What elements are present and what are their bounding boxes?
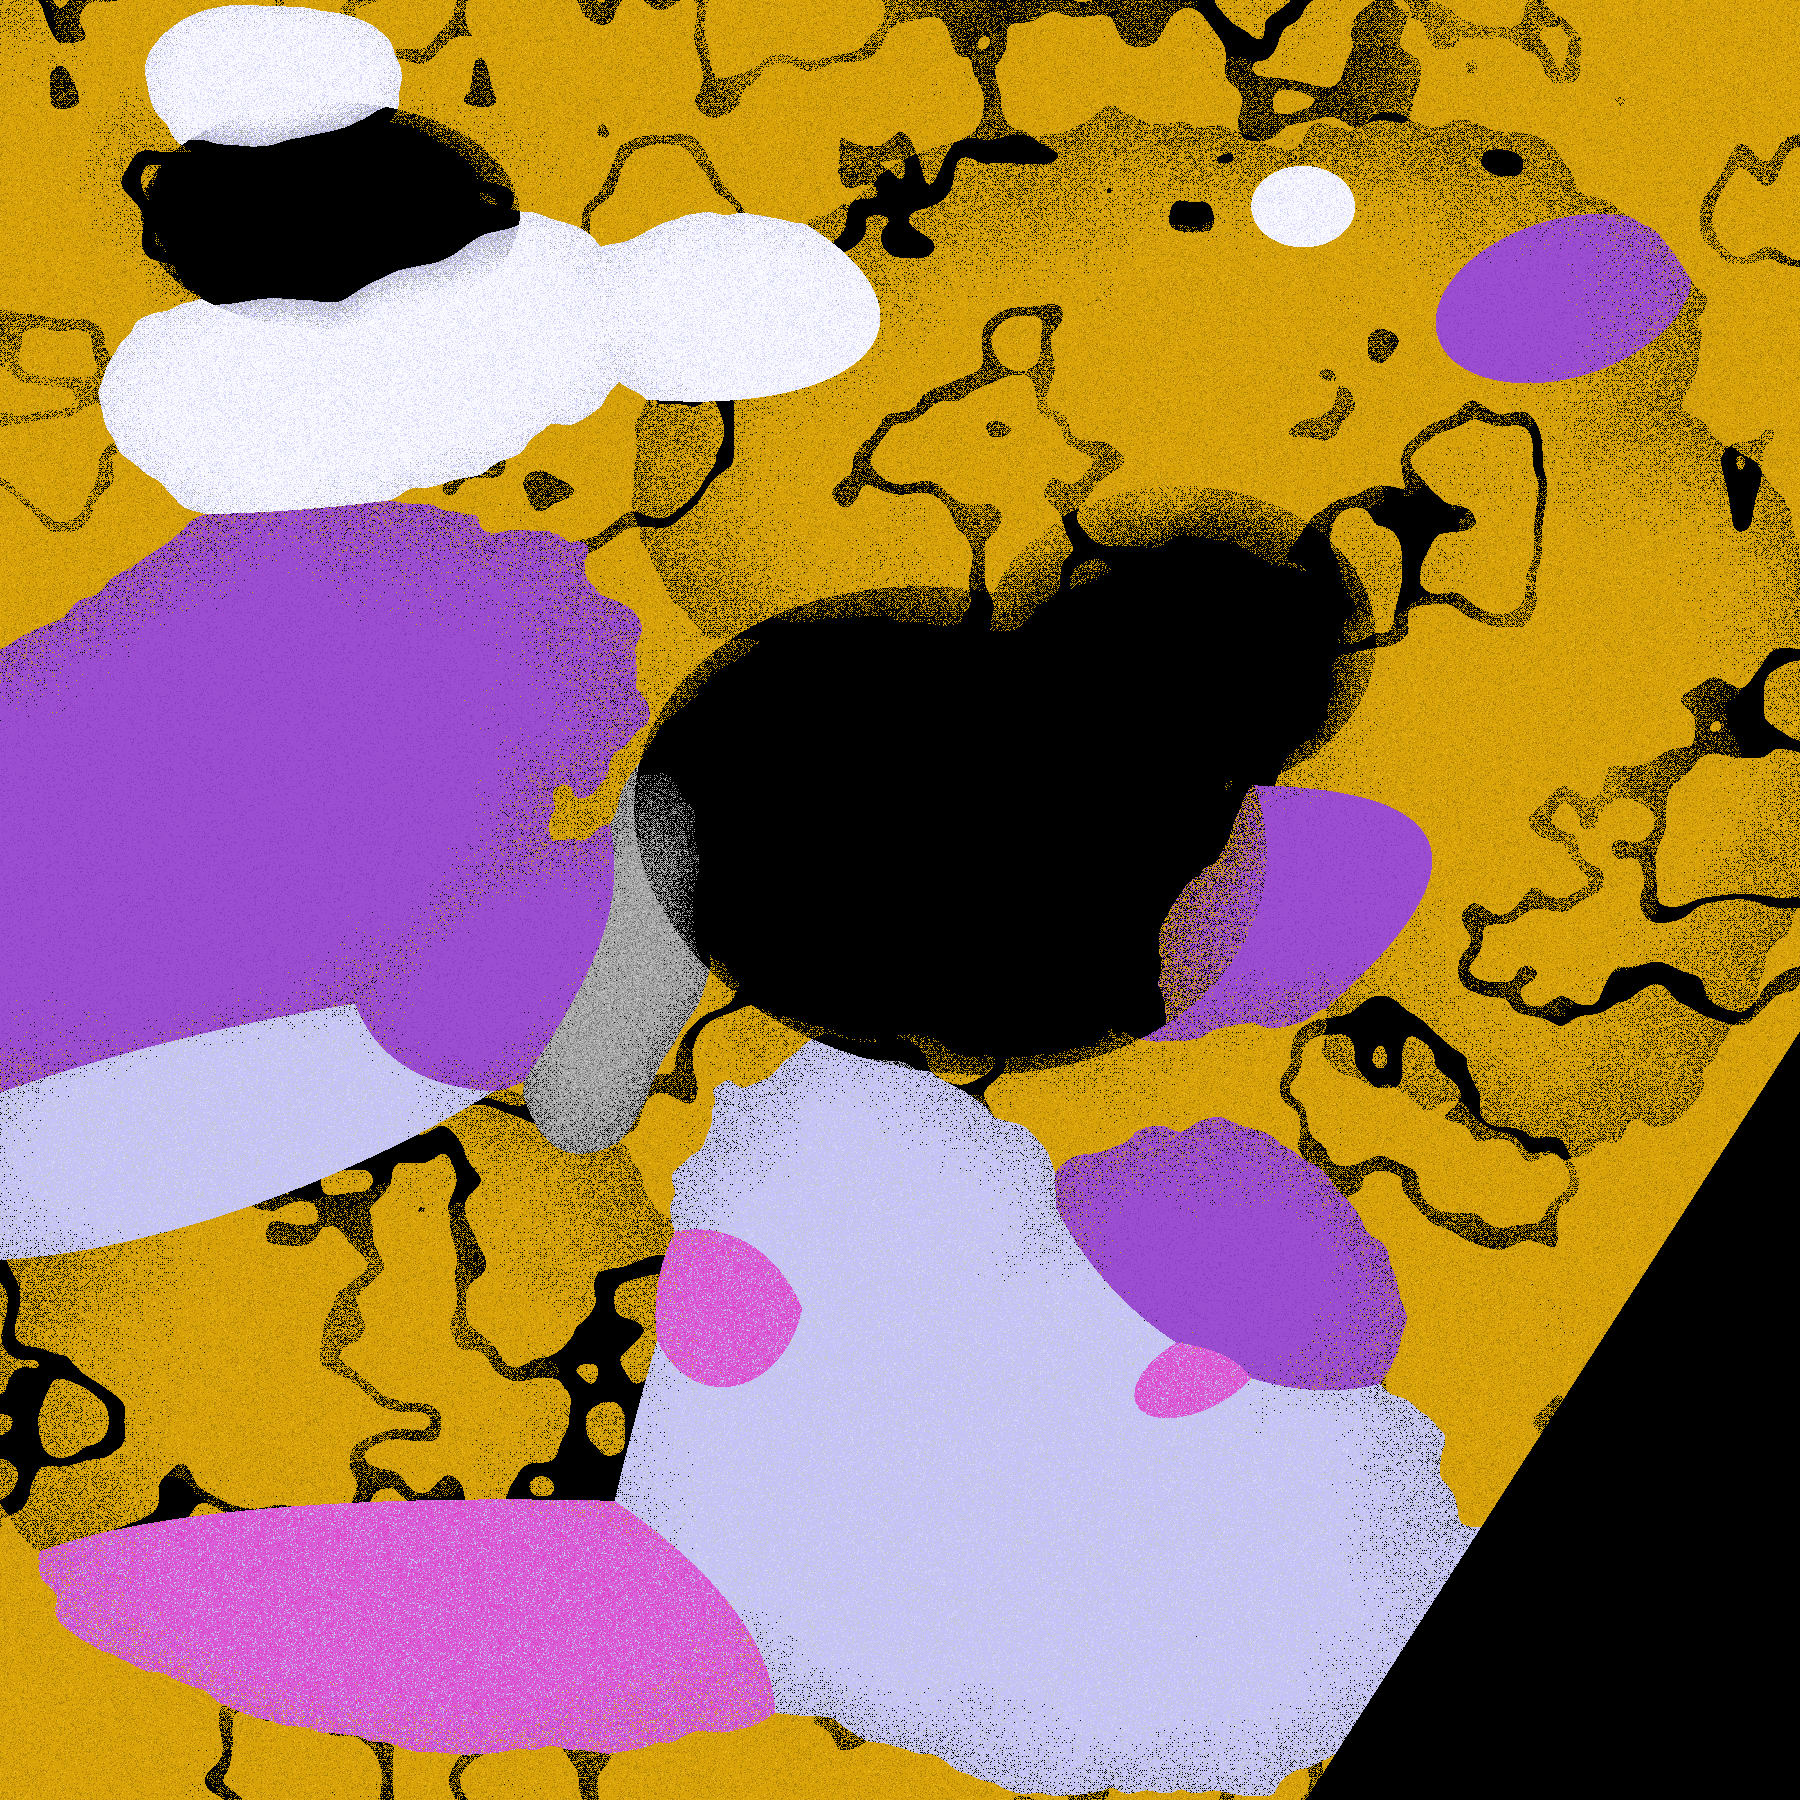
satellite-image-viewport	[0, 0, 1800, 1800]
satellite-false-color-canvas	[0, 0, 1800, 1800]
